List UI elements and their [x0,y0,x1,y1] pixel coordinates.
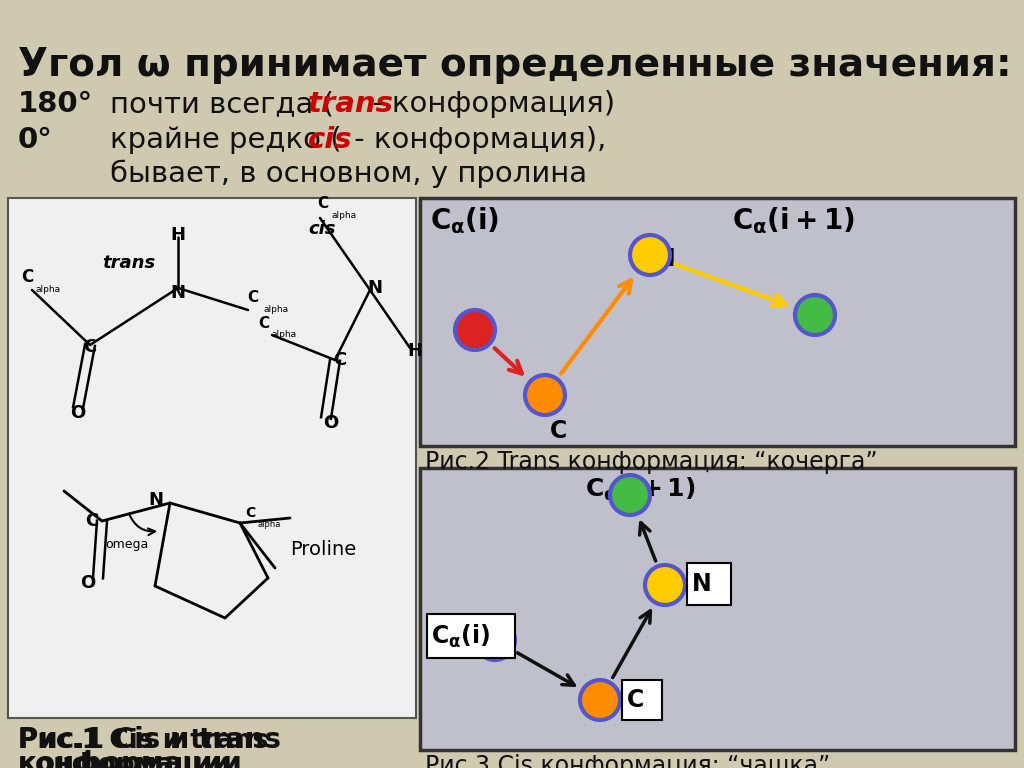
Text: O: O [80,574,95,592]
Text: $\mathbf{C}_\mathbf{\alpha}\mathbf{(i)}$: $\mathbf{C}_\mathbf{\alpha}\mathbf{(i)}$ [431,622,490,650]
Text: конформации: конформации [18,752,231,768]
Text: N: N [368,279,383,297]
Text: $\mathbf{C}_\mathbf{\alpha}\mathbf{(i+1)}$: $\mathbf{C}_\mathbf{\alpha}\mathbf{(i+1)… [732,205,855,236]
Text: - конформация): - конформация) [362,90,615,118]
Text: C: C [245,506,255,520]
FancyBboxPatch shape [427,614,515,658]
Text: Proline: Proline [290,540,356,559]
Text: $\mathbf{C}_\mathbf{\alpha}\mathbf{(i)}$: $\mathbf{C}_\mathbf{\alpha}\mathbf{(i)}$ [430,205,500,236]
Text: alpha: alpha [258,520,282,529]
Circle shape [580,680,620,720]
Text: trans: trans [102,254,156,272]
Circle shape [455,310,495,350]
Text: cis: cis [308,126,352,154]
Text: alpha: alpha [272,330,297,339]
Text: N: N [656,247,676,271]
Text: конформации: конформации [18,750,243,768]
Text: C: C [627,688,644,712]
Text: Угол ω принимает определенные значения:: Угол ω принимает определенные значения: [18,46,1012,84]
Text: H: H [408,342,423,360]
Text: N: N [171,284,185,302]
Text: почти всегда (: почти всегда ( [110,90,334,118]
Circle shape [645,565,685,605]
FancyBboxPatch shape [622,680,662,720]
Text: C: C [334,351,347,369]
Text: C: C [550,419,567,443]
Text: C: C [317,197,329,211]
Text: $\mathbf{C}_\mathbf{\alpha}\mathbf{(i+1)}$: $\mathbf{C}_\mathbf{\alpha}\mathbf{(i+1)… [585,476,695,503]
Text: H: H [171,226,185,244]
Text: Рис.1 Cis и trans: Рис.1 Cis и trans [18,728,268,754]
Text: C: C [248,290,259,306]
Text: крайне редко (: крайне редко ( [110,126,342,154]
Text: C: C [20,268,33,286]
Text: O: O [324,414,339,432]
Circle shape [525,375,565,415]
Circle shape [610,475,650,515]
Text: Рис.3 Cis конформация: “чашка”: Рис.3 Cis конформация: “чашка” [425,754,830,768]
Circle shape [630,235,670,275]
Text: 0°: 0° [18,126,53,154]
FancyBboxPatch shape [420,198,1015,446]
Text: alpha: alpha [35,285,60,294]
Text: C: C [85,512,98,530]
Text: C: C [83,338,96,356]
Text: cis: cis [308,220,336,238]
Text: N: N [148,491,164,509]
Text: O: O [71,404,86,422]
Text: - конформация),: - конформация), [345,126,606,154]
Text: бывает, в основном, у пролина: бывает, в основном, у пролина [110,160,587,188]
Text: Рис.1 Cis и trans: Рис.1 Cis и trans [18,726,281,754]
Circle shape [795,295,835,335]
Circle shape [475,620,515,660]
Text: alpha: alpha [263,305,288,314]
Text: Рис.2 Trans конформация: “кочерга”: Рис.2 Trans конформация: “кочерга” [425,450,878,474]
Text: trans: trans [308,90,394,118]
Text: C: C [258,316,269,330]
FancyBboxPatch shape [420,468,1015,750]
Text: alpha: alpha [332,211,357,220]
Text: N: N [692,572,712,596]
FancyBboxPatch shape [8,198,416,718]
Text: 180°: 180° [18,90,93,118]
Text: omega: omega [105,538,148,551]
FancyBboxPatch shape [687,563,731,605]
